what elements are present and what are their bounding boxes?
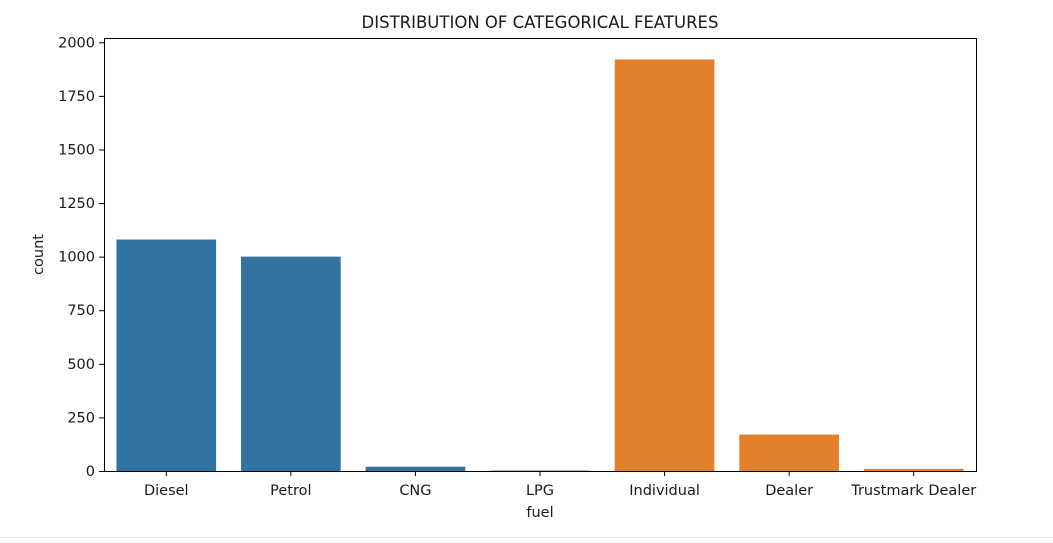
y-tick-label: 2000 bbox=[58, 35, 95, 51]
x-axis: Diesel Petrol CNG LPG Individual Dealer Trustm… bbox=[144, 471, 976, 499]
y-tick-label: 1500 bbox=[58, 142, 95, 158]
y-axis: 0 250 500 750 1000 1250 1500 1750 2000 bbox=[58, 35, 104, 480]
chart-title: DISTRIBUTION OF CATEGORICAL FEATURES bbox=[362, 13, 719, 32]
x-tick-label: Petrol bbox=[270, 483, 311, 499]
x-tick-label: Individual bbox=[629, 483, 700, 499]
x-tick-label: Trustmark Dealer bbox=[850, 483, 976, 499]
y-tick-label: 500 bbox=[67, 357, 95, 373]
bars-layer bbox=[116, 59, 963, 471]
bar-cng bbox=[366, 467, 466, 471]
y-tick-label: 0 bbox=[86, 464, 95, 480]
bar-trustmark-dealer bbox=[864, 469, 964, 471]
x-tick-label: Dealer bbox=[765, 483, 813, 499]
y-tick-label: 750 bbox=[67, 303, 95, 319]
x-tick-label: Diesel bbox=[144, 483, 189, 499]
y-tick-label: 1750 bbox=[58, 89, 95, 105]
y-tick-label: 1250 bbox=[58, 196, 95, 212]
x-axis-label: fuel bbox=[526, 505, 553, 521]
bar-diesel bbox=[116, 240, 216, 472]
plot-frame bbox=[105, 39, 977, 472]
bar-petrol bbox=[241, 257, 341, 471]
y-tick-label: 250 bbox=[67, 410, 95, 426]
bar-individual bbox=[615, 59, 715, 471]
x-tick-label: LPG bbox=[526, 483, 554, 499]
bar-dealer bbox=[739, 435, 839, 471]
y-axis-label: count bbox=[31, 234, 47, 275]
y-tick-label: 1000 bbox=[58, 250, 95, 266]
x-tick-label: CNG bbox=[399, 483, 431, 499]
bottom-divider bbox=[0, 537, 1053, 538]
